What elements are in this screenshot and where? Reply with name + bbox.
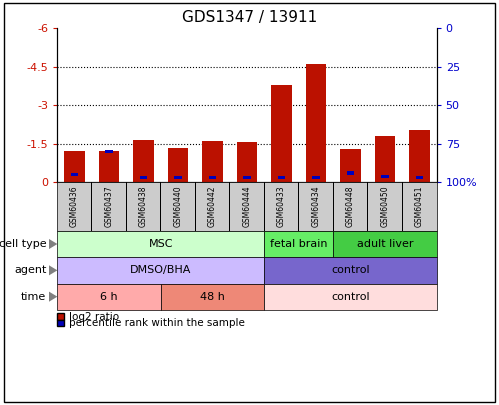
Text: time: time — [21, 292, 46, 302]
Bar — [375, 136, 395, 182]
Text: GSM60440: GSM60440 — [174, 186, 183, 227]
Text: log2 ratio: log2 ratio — [69, 312, 119, 322]
Bar — [133, 140, 154, 182]
Bar — [168, 147, 189, 182]
Text: GSM60451: GSM60451 — [415, 186, 424, 227]
Text: agent: agent — [14, 265, 46, 275]
Bar — [416, 176, 423, 179]
Bar — [244, 176, 250, 179]
Text: GDS1347 / 13911: GDS1347 / 13911 — [182, 10, 317, 25]
Text: adult liver: adult liver — [357, 239, 413, 249]
Text: control: control — [331, 292, 370, 302]
Text: percentile rank within the sample: percentile rank within the sample — [69, 318, 245, 328]
Bar — [237, 143, 257, 182]
Bar — [305, 64, 326, 182]
Bar — [99, 151, 119, 182]
Text: GSM60450: GSM60450 — [380, 186, 389, 227]
Bar — [71, 173, 78, 176]
Bar — [175, 176, 182, 179]
Text: fetal brain: fetal brain — [270, 239, 327, 249]
Text: cell type: cell type — [0, 239, 46, 249]
Bar — [409, 130, 430, 182]
Bar — [312, 176, 319, 179]
Bar — [140, 176, 147, 179]
Bar — [340, 149, 361, 182]
Polygon shape — [49, 265, 57, 275]
Bar — [347, 171, 354, 175]
Text: GSM60448: GSM60448 — [346, 186, 355, 227]
Text: GSM60444: GSM60444 — [243, 186, 251, 227]
Text: 48 h: 48 h — [200, 292, 225, 302]
Bar — [271, 85, 292, 182]
Text: GSM60433: GSM60433 — [277, 186, 286, 227]
Bar — [278, 176, 285, 179]
Text: control: control — [331, 265, 370, 275]
Text: GSM60438: GSM60438 — [139, 186, 148, 227]
Text: GSM60436: GSM60436 — [70, 186, 79, 227]
Bar — [209, 176, 216, 179]
Text: GSM60434: GSM60434 — [311, 186, 320, 227]
Text: 6 h: 6 h — [100, 292, 118, 302]
Text: MSC: MSC — [149, 239, 173, 249]
Polygon shape — [49, 239, 57, 249]
Bar — [202, 141, 223, 182]
Bar — [105, 150, 113, 153]
Text: GSM60442: GSM60442 — [208, 186, 217, 227]
Text: GSM60437: GSM60437 — [105, 186, 114, 227]
Text: DMSO/BHA: DMSO/BHA — [130, 265, 192, 275]
Bar — [64, 151, 85, 182]
Bar — [381, 175, 389, 178]
Polygon shape — [49, 292, 57, 302]
